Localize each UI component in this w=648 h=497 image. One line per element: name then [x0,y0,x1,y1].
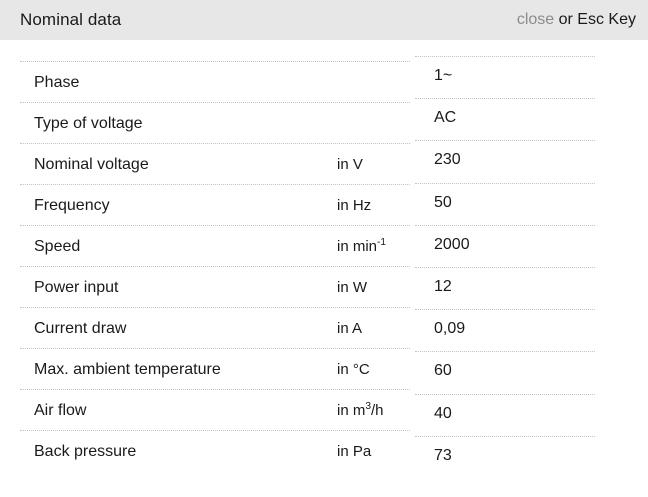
row-value: 230 [434,151,461,169]
row-label: Type of voltage [34,115,143,132]
table-row-value: AC [415,98,595,140]
table-row-value: 73 [415,435,595,478]
row-label: Current draw [34,320,127,337]
table-row: Nominal voltage in V [20,143,410,184]
page-title: Nominal data [20,10,122,29]
table-row-value: 0,09 [415,309,595,351]
table-row: Speed in min-1 [20,225,410,266]
table-row-value: 2000 [415,224,595,267]
row-unit: in min-1 [337,237,387,255]
table-row: Type of voltage [20,102,410,143]
row-value: 2000 [434,235,470,253]
unit-exponent: 3 [365,401,372,412]
row-label: Max. ambient temperature [34,361,221,378]
row-label: Nominal voltage [34,156,149,173]
row-label: Power input [34,279,119,296]
table-row: Phase [20,61,410,102]
close-button[interactable]: close [516,11,555,28]
table-row-value: 12 [415,266,595,309]
nominal-data-table: Phase Type of voltage Nominal voltage in V F… [0,40,648,497]
unit-exponent: -1 [377,237,387,248]
table-row: Current draw in A [20,307,410,348]
table-row-value: 50 [415,182,595,225]
row-value: AC [434,109,457,127]
row-value: 73 [434,446,452,464]
row-unit: in V [337,156,363,173]
table-row: Air flow in m3/h [20,389,410,430]
label-column: Phase Type of voltage Nominal voltage in V F… [20,61,410,471]
row-value: 0,09 [434,320,466,338]
row-unit: in Pa [337,443,372,460]
table-row: Back pressure in Pa [20,430,410,471]
table-row: Max. ambient temperature in °C [20,348,410,389]
table-row: Power input in W [20,266,410,307]
value-column: 1~ AC 230 50 2000 12 0,09 60 40 73 [415,56,595,478]
table-row-value: 40 [415,393,595,436]
row-value: 40 [434,404,452,422]
row-label: Air flow [34,402,87,419]
row-label: Back pressure [34,443,137,460]
row-unit: in A [337,320,363,337]
esc-key-hint: or Esc Key [554,11,636,28]
row-value: 1~ [434,67,453,84]
row-unit: in m3/h [337,401,384,419]
row-label: Phase [34,74,80,91]
table-row-value: 60 [415,351,595,393]
row-unit: in °C [337,361,370,378]
row-value: 12 [434,277,452,295]
row-label: Frequency [34,197,110,214]
row-label: Speed [34,238,81,255]
row-unit: in W [337,279,367,296]
dialog-header: Nominal data close or Esc Key [0,0,648,40]
table-row-value: 230 [415,140,595,182]
row-unit: in Hz [337,197,372,214]
table-row-value: 1~ [415,56,595,98]
row-value: 60 [434,362,452,380]
table-row: Frequency in Hz [20,184,410,225]
row-value: 50 [434,193,452,211]
header-actions: close or Esc Key [517,11,636,29]
